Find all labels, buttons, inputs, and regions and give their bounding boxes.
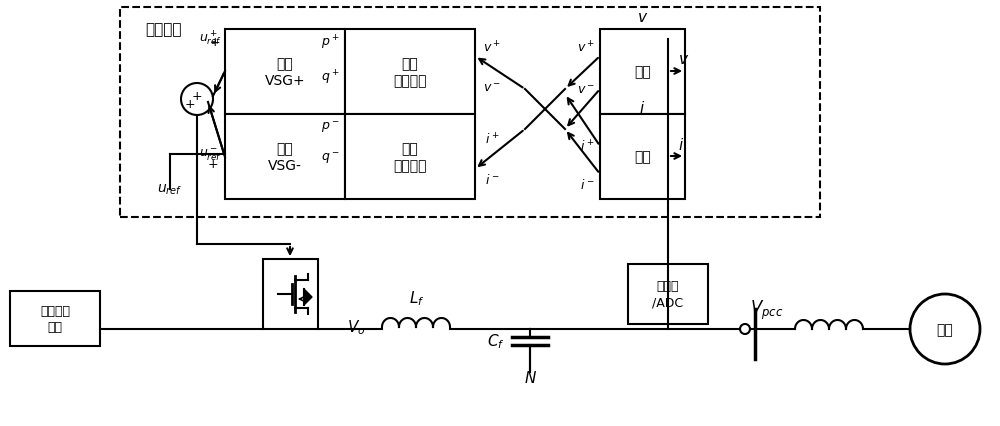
Text: 控制算法: 控制算法 [145,22,182,37]
Polygon shape [304,289,312,305]
Text: 传统
VSG+: 传统 VSG+ [265,57,305,88]
Bar [600,115,685,199]
Text: 传感器
/ADC: 传感器 /ADC [652,280,684,309]
Text: $i$: $i$ [639,100,646,116]
Text: 电网: 电网 [937,322,953,336]
Text: 滤波: 滤波 [634,150,651,164]
Text: $v$: $v$ [637,11,648,26]
Text: 负序
功率计算: 负序 功率计算 [393,141,427,173]
Bar [628,265,708,324]
Text: +: + [210,35,220,49]
Bar [263,259,318,329]
Text: $V_{pcc}$: $V_{pcc}$ [750,298,783,321]
Text: $p^+$: $p^+$ [321,34,340,52]
Text: $v^-$: $v^-$ [483,81,501,94]
Text: 传统
VSG-: 传统 VSG- [268,141,302,173]
Text: 前级直流
输出: 前级直流 输出 [40,305,70,334]
Text: $L_f$: $L_f$ [409,289,425,307]
Text: $u_{ref}$: $u_{ref}$ [157,182,183,197]
Bar [345,115,475,199]
Text: $p^-$: $p^-$ [321,119,340,134]
Text: $i$: $i$ [678,137,684,153]
Bar [600,30,685,115]
Text: $u_{ref}^+$: $u_{ref}^+$ [199,29,222,47]
Text: $N$: $N$ [524,369,536,385]
Text: $v^-$: $v^-$ [577,83,595,96]
Text: 正序
功率计算: 正序 功率计算 [393,57,427,88]
Bar [225,115,345,199]
Text: $V_o$: $V_o$ [347,318,365,337]
Text: $v^+$: $v^+$ [577,40,595,55]
Text: +: + [185,97,195,110]
Bar [225,30,345,115]
Bar [10,291,100,346]
Bar [120,8,820,218]
Text: $i^+$: $i^+$ [580,139,595,154]
Text: $q^-$: $q^-$ [321,150,340,165]
Text: $q^+$: $q^+$ [321,69,340,87]
Text: $i^+$: $i^+$ [485,132,499,147]
Text: 滤波: 滤波 [634,65,651,79]
Text: $i^-$: $i^-$ [485,173,499,187]
Text: $C_f$: $C_f$ [487,332,505,351]
Bar [345,30,475,115]
Text: +: + [208,158,218,171]
Text: $v$: $v$ [678,52,689,67]
Text: $v^+$: $v^+$ [483,40,501,55]
Text: $u_{ref}^-$: $u_{ref}^-$ [199,147,222,163]
Text: $i^-$: $i^-$ [580,178,595,192]
Text: +: + [192,89,202,102]
